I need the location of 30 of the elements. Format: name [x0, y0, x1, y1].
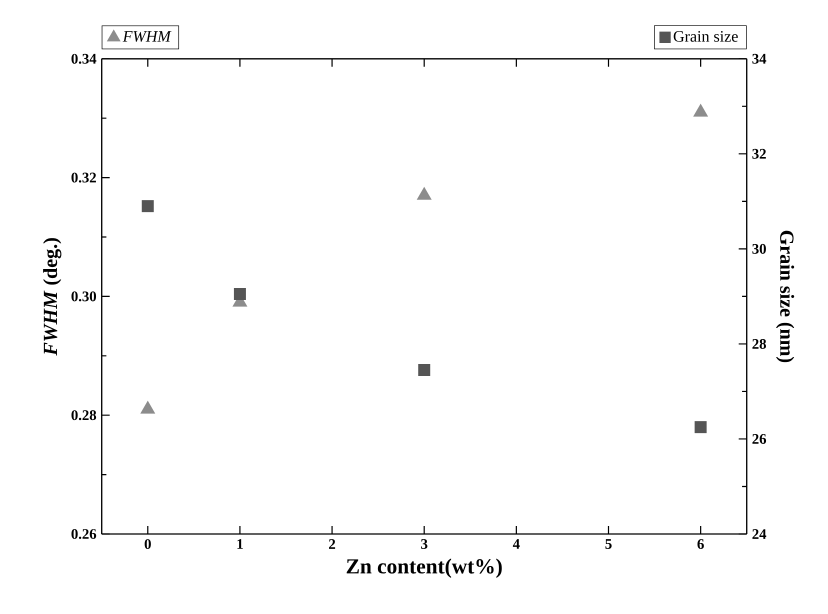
y2-tick-label: 30	[752, 244, 766, 254]
y-tick-label: 0.28	[71, 410, 96, 420]
point	[234, 288, 246, 300]
y-tick-label: 0.30	[71, 291, 96, 302]
y-tick-label: 0.32	[71, 172, 96, 183]
point	[140, 401, 155, 414]
x-tick-label: 4	[512, 539, 520, 549]
point	[142, 200, 154, 212]
y2-tick-label: 24	[752, 529, 766, 539]
y2-tick-label: 28	[752, 338, 766, 349]
legend-label: Grain size	[674, 31, 738, 42]
x-tick-label: 2	[329, 539, 336, 549]
y2-tick-label: 34	[752, 54, 766, 64]
y-axis-title: FWHM (deg.)	[43, 238, 62, 356]
x-tick-label: 0	[144, 539, 151, 550]
x-tick-label: 5	[605, 539, 612, 549]
y2-tick-label: 32	[752, 148, 766, 159]
x-tick-label: 1	[237, 539, 243, 549]
y-tick-label: 0.26	[71, 529, 96, 539]
point	[694, 104, 708, 117]
y2-tick-label: 26	[752, 434, 766, 444]
y-tick-label: 0.34	[71, 54, 96, 64]
point	[418, 364, 430, 376]
point	[694, 421, 707, 434]
legend-label: FWHM	[122, 31, 172, 42]
y2-axis-title: Grain size (nm)	[776, 230, 794, 362]
x-tick-label: 6	[697, 539, 704, 549]
x-tick-label: 3	[421, 539, 428, 549]
point	[417, 187, 432, 200]
x-axis-title: Zn content(wt%)	[346, 558, 502, 578]
